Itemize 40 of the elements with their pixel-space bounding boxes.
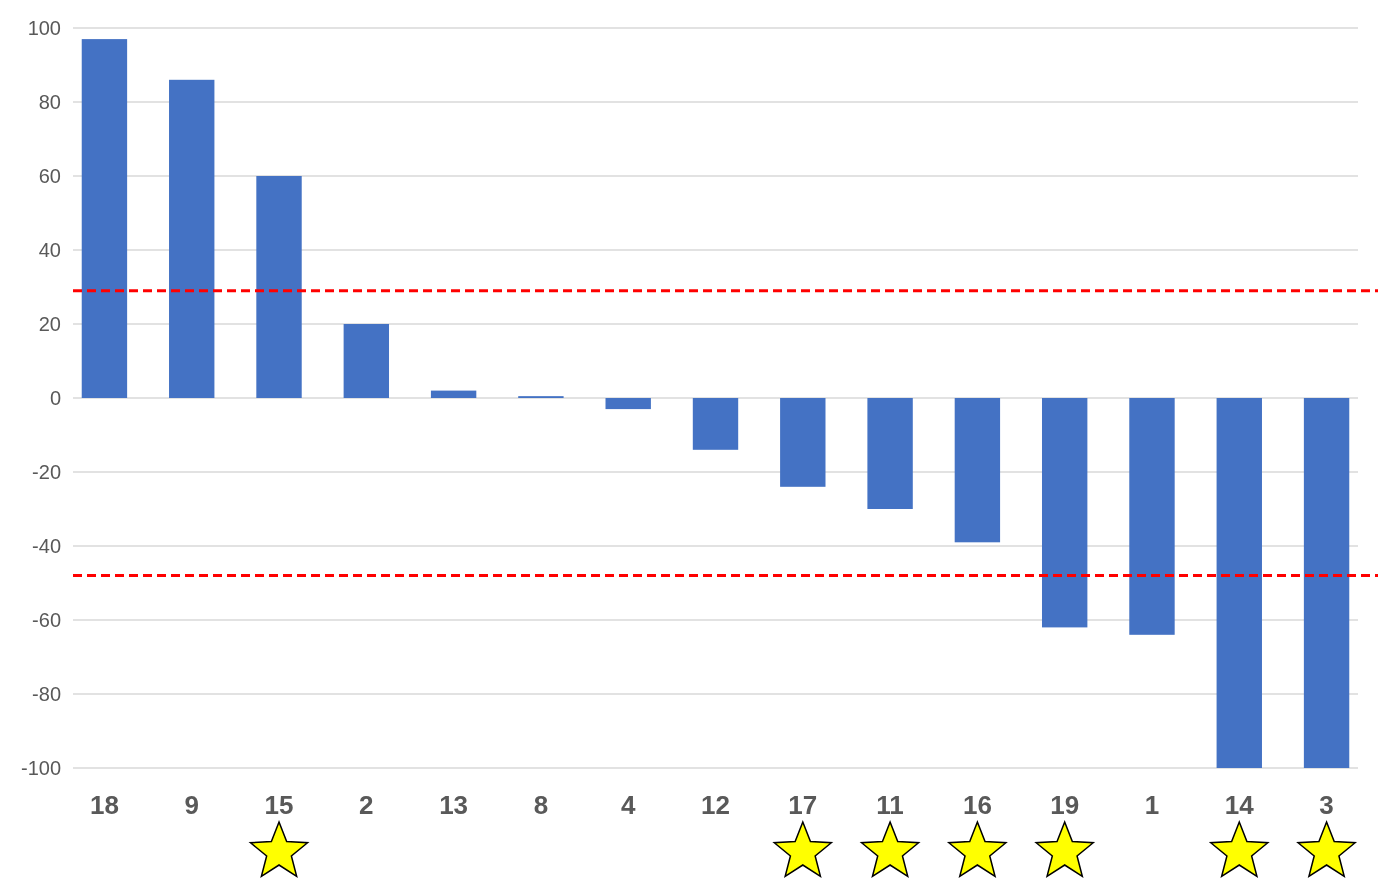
bar [256, 176, 302, 398]
x-tick-label: 4 [620, 790, 636, 820]
x-tick-label: 11 [876, 790, 904, 820]
y-tick-label: 40 [38, 239, 61, 261]
y-tick-label: 80 [38, 91, 61, 113]
bar [692, 398, 739, 450]
x-tick-label: 19 [1050, 790, 1080, 820]
bar [1041, 398, 1088, 628]
x-tick-label: 2 [359, 790, 374, 820]
y-tick-label: 100 [27, 17, 61, 39]
y-tick-label: -100 [20, 757, 61, 779]
y-tick-label: -80 [32, 683, 61, 705]
x-tick-label: 12 [701, 790, 730, 820]
bar [81, 39, 128, 398]
bar [605, 398, 651, 410]
bar [1216, 398, 1262, 768]
x-tick-label: 8 [533, 790, 549, 820]
x-tick-label: 18 [89, 790, 119, 820]
x-tick-label: 16 [962, 790, 992, 820]
bar [867, 398, 913, 509]
x-tick-label: 13 [439, 790, 469, 820]
bar [169, 79, 215, 398]
bar [780, 398, 826, 487]
bar [343, 324, 390, 398]
bar [430, 390, 477, 398]
y-tick-label: 60 [38, 165, 61, 187]
y-tick-label: 20 [38, 313, 61, 335]
x-tick-label: 3 [1319, 790, 1334, 820]
y-tick-label: -60 [32, 609, 61, 631]
bar [1129, 398, 1175, 635]
x-tick-label: 9 [184, 790, 199, 820]
x-tick-label: 15 [264, 790, 294, 820]
y-tick-label: -20 [32, 461, 61, 483]
bar [1303, 398, 1350, 768]
x-tick-label: 14 [1224, 790, 1255, 820]
x-tick-label: 1 [1144, 790, 1160, 820]
x-tick-label: 17 [788, 790, 818, 820]
y-tick-label: 0 [49, 387, 61, 409]
bar [954, 398, 1001, 543]
y-tick-label: -40 [32, 535, 61, 557]
